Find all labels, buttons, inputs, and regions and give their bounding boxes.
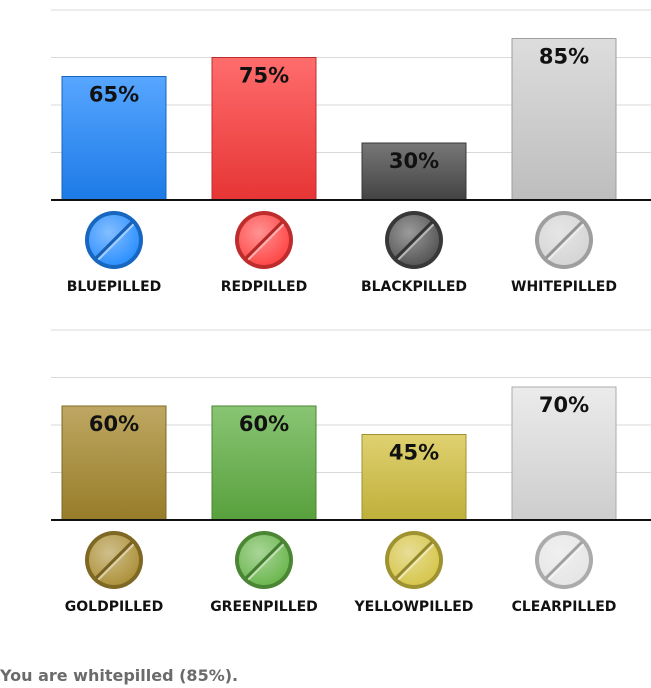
bar-clearpilled xyxy=(511,386,617,521)
data-label: 75% xyxy=(239,64,289,88)
category-label: BLACKPILLED xyxy=(361,279,467,295)
category-label: YELLOWPILLED xyxy=(354,599,474,615)
bar-whitepilled xyxy=(511,38,617,201)
category-label: WHITEPILLED xyxy=(511,279,617,295)
pill-icon xyxy=(385,531,443,589)
data-label: 70% xyxy=(539,393,589,417)
pill-icon xyxy=(235,211,293,269)
data-label: 60% xyxy=(89,412,139,436)
pill-icon xyxy=(85,531,143,589)
category-label: BLUEPILLED xyxy=(67,279,162,295)
bar-redpilled xyxy=(211,57,317,201)
data-label: 85% xyxy=(539,45,589,69)
category-label: GREENPILLED xyxy=(210,599,318,615)
category-label: CLEARPILLED xyxy=(512,599,617,615)
pill-icon xyxy=(235,531,293,589)
pill-icon xyxy=(535,531,593,589)
chart-bottom: 60% GOLDPILLED 60% GREENPILLED 45% YELLOWPILL… xyxy=(51,329,651,615)
result-text: You are whitepilled (85%). xyxy=(0,666,239,685)
data-label: 45% xyxy=(389,441,439,465)
chart-top: 65% BLUEPILLED 75% REDPILLED 30% BLACKPILLED 8… xyxy=(51,9,651,295)
data-label: 30% xyxy=(389,149,439,173)
bar-greenpilled xyxy=(211,405,317,521)
category-label: REDPILLED xyxy=(221,279,307,295)
bar-blackpilled xyxy=(361,142,467,201)
pill-icon xyxy=(385,211,443,269)
pill-icon xyxy=(535,211,593,269)
pill-icon xyxy=(85,211,143,269)
category-label: GOLDPILLED xyxy=(65,599,163,615)
bar-goldpilled xyxy=(61,405,167,521)
bar-yellowpilled xyxy=(361,434,467,521)
bar-bluepilled xyxy=(61,76,167,201)
data-label: 60% xyxy=(239,412,289,436)
data-label: 65% xyxy=(89,83,139,107)
